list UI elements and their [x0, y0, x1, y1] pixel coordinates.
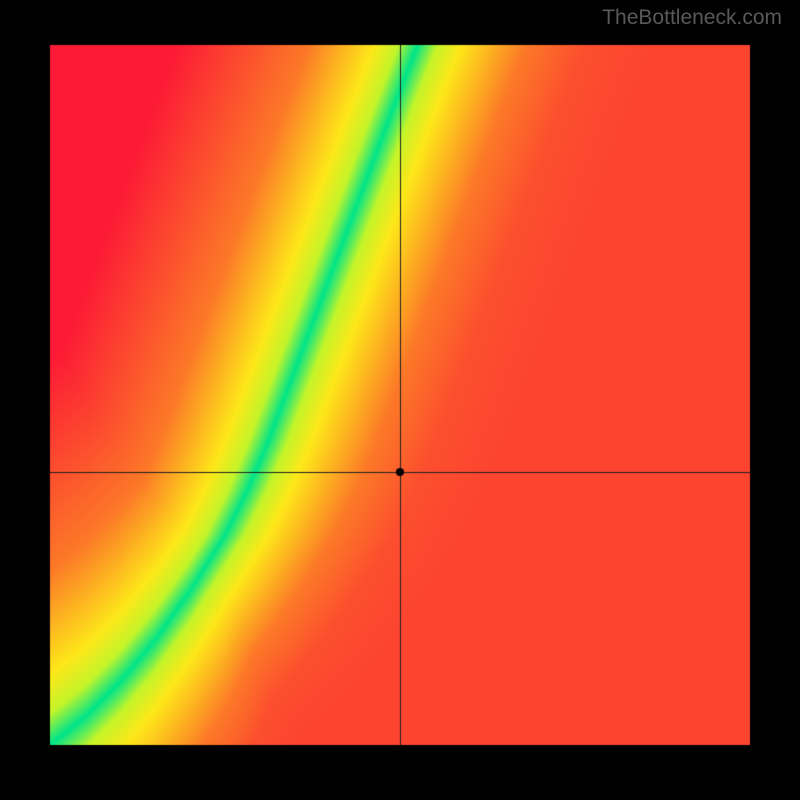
heatmap-canvas — [0, 0, 800, 800]
chart-container: TheBottleneck.com — [0, 0, 800, 800]
watermark-text: TheBottleneck.com — [602, 6, 782, 30]
